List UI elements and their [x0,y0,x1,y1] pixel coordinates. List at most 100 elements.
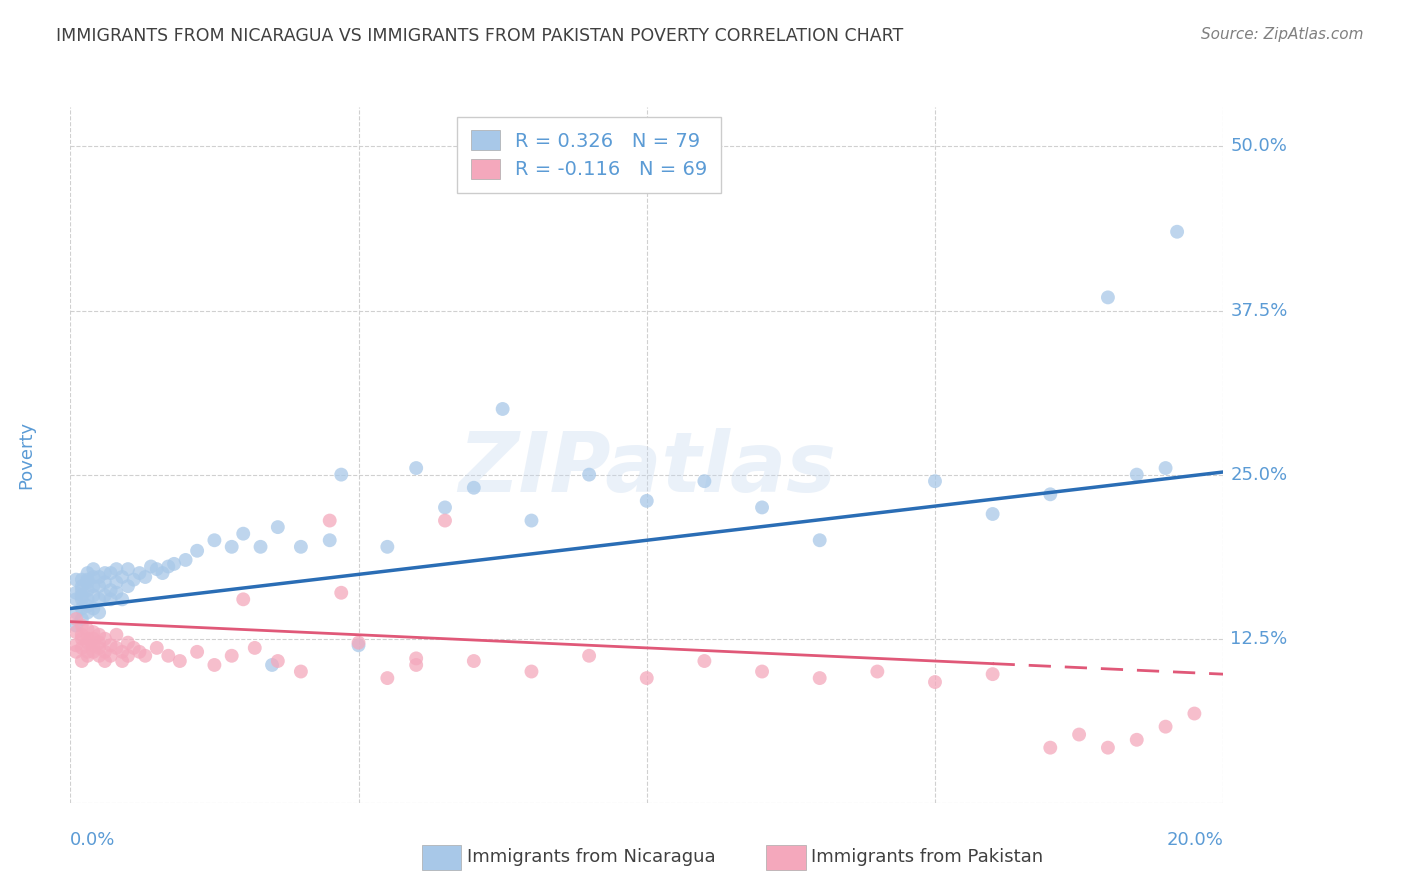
Point [87,648,111,663]
Point [87,592,111,607]
Point [94,654,117,668]
Point [1097,740,1119,755]
Point [94,632,117,646]
Point [105,575,128,590]
Point [76,645,98,659]
Point [82,579,104,593]
Point [70,579,93,593]
Point [94,575,117,590]
Point [70,612,93,626]
Point [82,562,104,576]
Text: Immigrants from Nicaragua: Immigrants from Nicaragua [467,848,716,866]
Point [267,654,290,668]
Point [70,588,93,602]
Point [405,461,427,475]
Point [174,553,197,567]
Point [232,592,254,607]
Point [1039,487,1062,501]
Point [221,648,243,663]
Point [157,648,180,663]
Point [808,671,831,685]
Point [76,623,98,637]
Point [146,562,169,576]
Point [100,638,122,652]
Point [76,592,98,607]
Point [65,592,87,607]
Point [866,665,889,679]
Point [76,648,98,663]
Point [100,583,122,598]
Point [1125,467,1147,482]
Point [693,654,716,668]
Point [157,559,180,574]
Point [924,675,946,690]
Point [808,533,831,548]
Point [65,638,87,652]
Point [492,401,515,416]
Legend: R = 0.326   N = 79, R = -0.116   N = 69: R = 0.326 N = 79, R = -0.116 N = 69 [457,117,721,193]
Point [111,654,134,668]
Point [87,579,111,593]
Point [82,645,104,659]
Point [70,618,93,632]
Point [1039,740,1062,755]
Point [434,500,457,515]
Point [70,573,93,587]
Point [70,654,93,668]
Point [82,588,104,602]
Point [70,632,93,646]
Text: ZIPatlas: ZIPatlas [458,428,835,509]
Point [204,533,226,548]
Point [76,575,98,590]
Point [65,625,87,640]
Point [578,467,600,482]
Point [70,583,93,598]
Point [751,665,773,679]
Text: 20.0%: 20.0% [1167,830,1223,848]
Point [134,570,156,584]
Point [105,586,128,600]
Point [377,671,399,685]
Text: 12.5%: 12.5% [1230,630,1288,648]
Point [70,592,93,607]
Point [163,557,186,571]
Point [111,570,134,584]
Point [981,507,1004,521]
Point [262,657,284,672]
Point [82,601,104,615]
Point [100,566,122,580]
Point [152,566,174,580]
Point [169,654,191,668]
Point [82,638,104,652]
Point [111,645,134,659]
Point [520,514,543,528]
Point [243,640,266,655]
Point [405,657,427,672]
Point [100,648,122,663]
Text: IMMIGRANTS FROM NICARAGUA VS IMMIGRANTS FROM PAKISTAN POVERTY CORRELATION CHART: IMMIGRANTS FROM NICARAGUA VS IMMIGRANTS … [56,27,904,45]
Text: Source: ZipAtlas.com: Source: ZipAtlas.com [1201,27,1364,42]
Point [87,570,111,584]
Point [65,606,87,620]
Point [463,481,485,495]
Text: 0.0%: 0.0% [70,830,115,848]
Point [1125,732,1147,747]
Point [76,635,98,649]
Point [463,654,485,668]
Point [377,540,399,554]
Point [87,628,111,642]
Point [981,667,1004,681]
Point [924,474,946,488]
Point [76,573,98,587]
Point [105,562,128,576]
Point [434,514,457,528]
Point [134,648,156,663]
Point [117,648,139,663]
Point [100,592,122,607]
Point [65,573,87,587]
Point [65,612,87,626]
Point [76,632,98,646]
Point [128,566,150,580]
Point [70,601,93,615]
Point [1166,225,1188,239]
